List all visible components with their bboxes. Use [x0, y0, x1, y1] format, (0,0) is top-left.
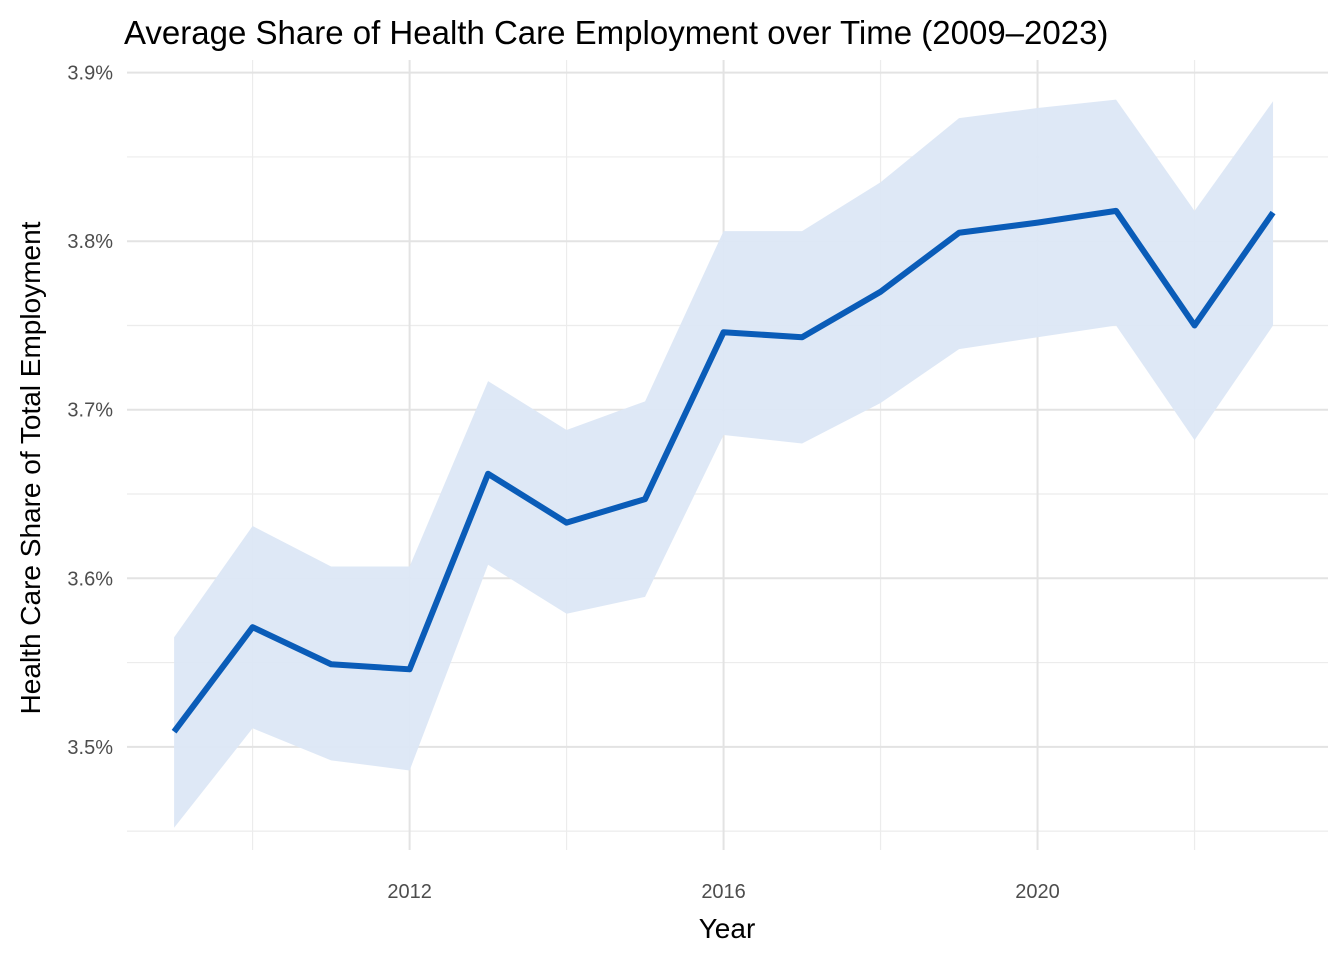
- y-tick-label: 3.9%: [67, 63, 113, 85]
- y-axis-title: Health Care Share of Total Employment: [15, 221, 46, 714]
- confidence-band: [174, 99, 1274, 828]
- y-tick-label: 3.7%: [67, 400, 113, 422]
- x-axis-title: Year: [699, 913, 756, 944]
- series-line: [171, 207, 1276, 734]
- ribbon-area: [174, 99, 1274, 828]
- y-tick-label: 3.8%: [67, 231, 113, 253]
- y-tick-label: 3.5%: [67, 737, 113, 759]
- x-tick-label: 2020: [1015, 881, 1060, 903]
- x-tick-label: 2012: [387, 881, 432, 903]
- x-axis-ticks: 2012 2016 2020: [387, 881, 1059, 903]
- y-axis-ticks: 3.5% 3.6% 3.7% 3.8% 3.9%: [67, 63, 113, 759]
- x-tick-label: 2016: [701, 881, 746, 903]
- series-line-group: [171, 207, 1276, 734]
- chart-title: Average Share of Health Care Employment …: [124, 14, 1108, 51]
- y-tick-label: 3.6%: [67, 568, 113, 590]
